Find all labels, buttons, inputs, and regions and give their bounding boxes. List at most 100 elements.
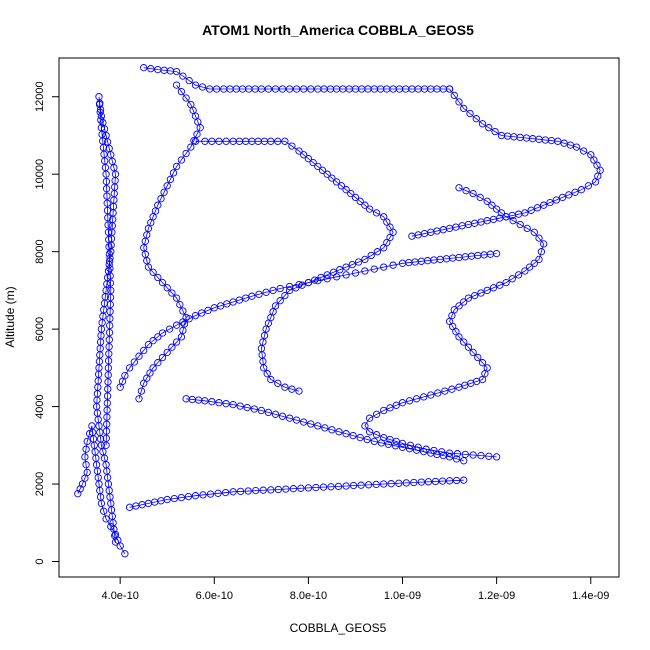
x-axis-label: COBBLA_GEOS5 — [290, 621, 387, 635]
data-point — [144, 340, 153, 349]
data-point — [201, 137, 209, 145]
data-point — [179, 307, 187, 315]
data-point — [140, 346, 148, 355]
x-tick-label: 4.0e-10 — [102, 590, 139, 602]
data-point — [103, 206, 112, 215]
data-point — [292, 85, 301, 93]
data-point — [328, 426, 336, 434]
data-series — [182, 395, 468, 465]
data-point — [187, 143, 195, 151]
data-point — [105, 250, 113, 258]
data-point — [262, 288, 270, 296]
data-point — [100, 507, 108, 515]
data-point — [130, 358, 138, 366]
data-point — [252, 486, 260, 495]
data-point — [464, 343, 473, 351]
data-point — [102, 131, 110, 140]
data-point — [398, 399, 407, 407]
data-point — [177, 333, 186, 341]
data-point — [288, 142, 296, 150]
data-point — [263, 370, 271, 378]
data-point — [372, 410, 381, 418]
data-point — [105, 235, 113, 244]
data-point — [577, 186, 586, 194]
data-point — [508, 275, 516, 283]
data-point — [104, 214, 112, 222]
data-point — [380, 244, 388, 252]
data-point — [485, 124, 493, 132]
data-point — [386, 223, 394, 231]
data-point — [354, 258, 363, 266]
data-point — [116, 542, 124, 550]
data-point — [96, 108, 104, 116]
data-point — [327, 483, 335, 491]
data-point — [314, 422, 322, 430]
data-point — [144, 263, 153, 271]
data-point — [587, 151, 595, 159]
data-point — [477, 451, 485, 460]
data-point — [406, 441, 415, 449]
series-layer — [74, 64, 604, 558]
y-tick-label: 10000 — [34, 159, 46, 190]
data-point — [351, 269, 360, 277]
data-point — [364, 481, 373, 489]
data-point — [323, 271, 331, 279]
data-point — [215, 399, 223, 407]
data-point — [267, 137, 275, 145]
series-line — [411, 88, 601, 237]
data-point — [337, 182, 346, 190]
data-point — [243, 403, 251, 412]
data-point — [160, 188, 168, 196]
data-point — [471, 291, 479, 300]
x-tick-label: 8.0e-10 — [290, 590, 327, 602]
data-point — [502, 278, 510, 287]
data-point — [107, 522, 115, 531]
data-point — [191, 311, 200, 320]
data-point — [172, 162, 181, 171]
data-point — [276, 284, 284, 293]
data-point — [445, 449, 454, 457]
data-point — [314, 162, 322, 171]
data-point — [236, 487, 245, 496]
data-point — [106, 272, 114, 280]
data-point — [441, 387, 449, 395]
data-point — [285, 286, 294, 295]
data-point — [434, 389, 442, 397]
data-point — [452, 476, 461, 485]
data-point — [514, 271, 523, 279]
data-point — [417, 478, 426, 486]
data-point — [177, 87, 186, 96]
data-point — [300, 151, 308, 159]
data-point — [412, 446, 421, 454]
data-point — [103, 392, 112, 400]
data-point — [104, 371, 112, 379]
data-point — [154, 273, 162, 282]
data-point — [477, 289, 485, 297]
data-point — [149, 268, 157, 276]
data-point — [260, 364, 268, 372]
data-series — [191, 137, 397, 395]
data-point — [298, 281, 306, 289]
data-point — [182, 313, 190, 322]
data-point — [229, 400, 237, 409]
data-point — [351, 193, 360, 202]
data-point — [373, 248, 382, 256]
data-point — [311, 276, 319, 284]
data-point — [250, 405, 258, 413]
data-point — [348, 260, 356, 269]
data-point — [83, 437, 91, 446]
data-point — [469, 451, 477, 459]
data-series — [140, 64, 454, 93]
data-point — [349, 481, 358, 490]
data-point — [558, 193, 567, 202]
data-point — [372, 209, 381, 217]
data-point — [365, 414, 374, 422]
data-point — [386, 404, 394, 412]
data-point — [103, 199, 111, 207]
data-point — [95, 93, 103, 101]
data-point — [82, 445, 90, 453]
data-point — [408, 232, 416, 240]
data-point — [323, 170, 331, 178]
data-point — [380, 213, 388, 221]
data-point — [405, 445, 414, 453]
